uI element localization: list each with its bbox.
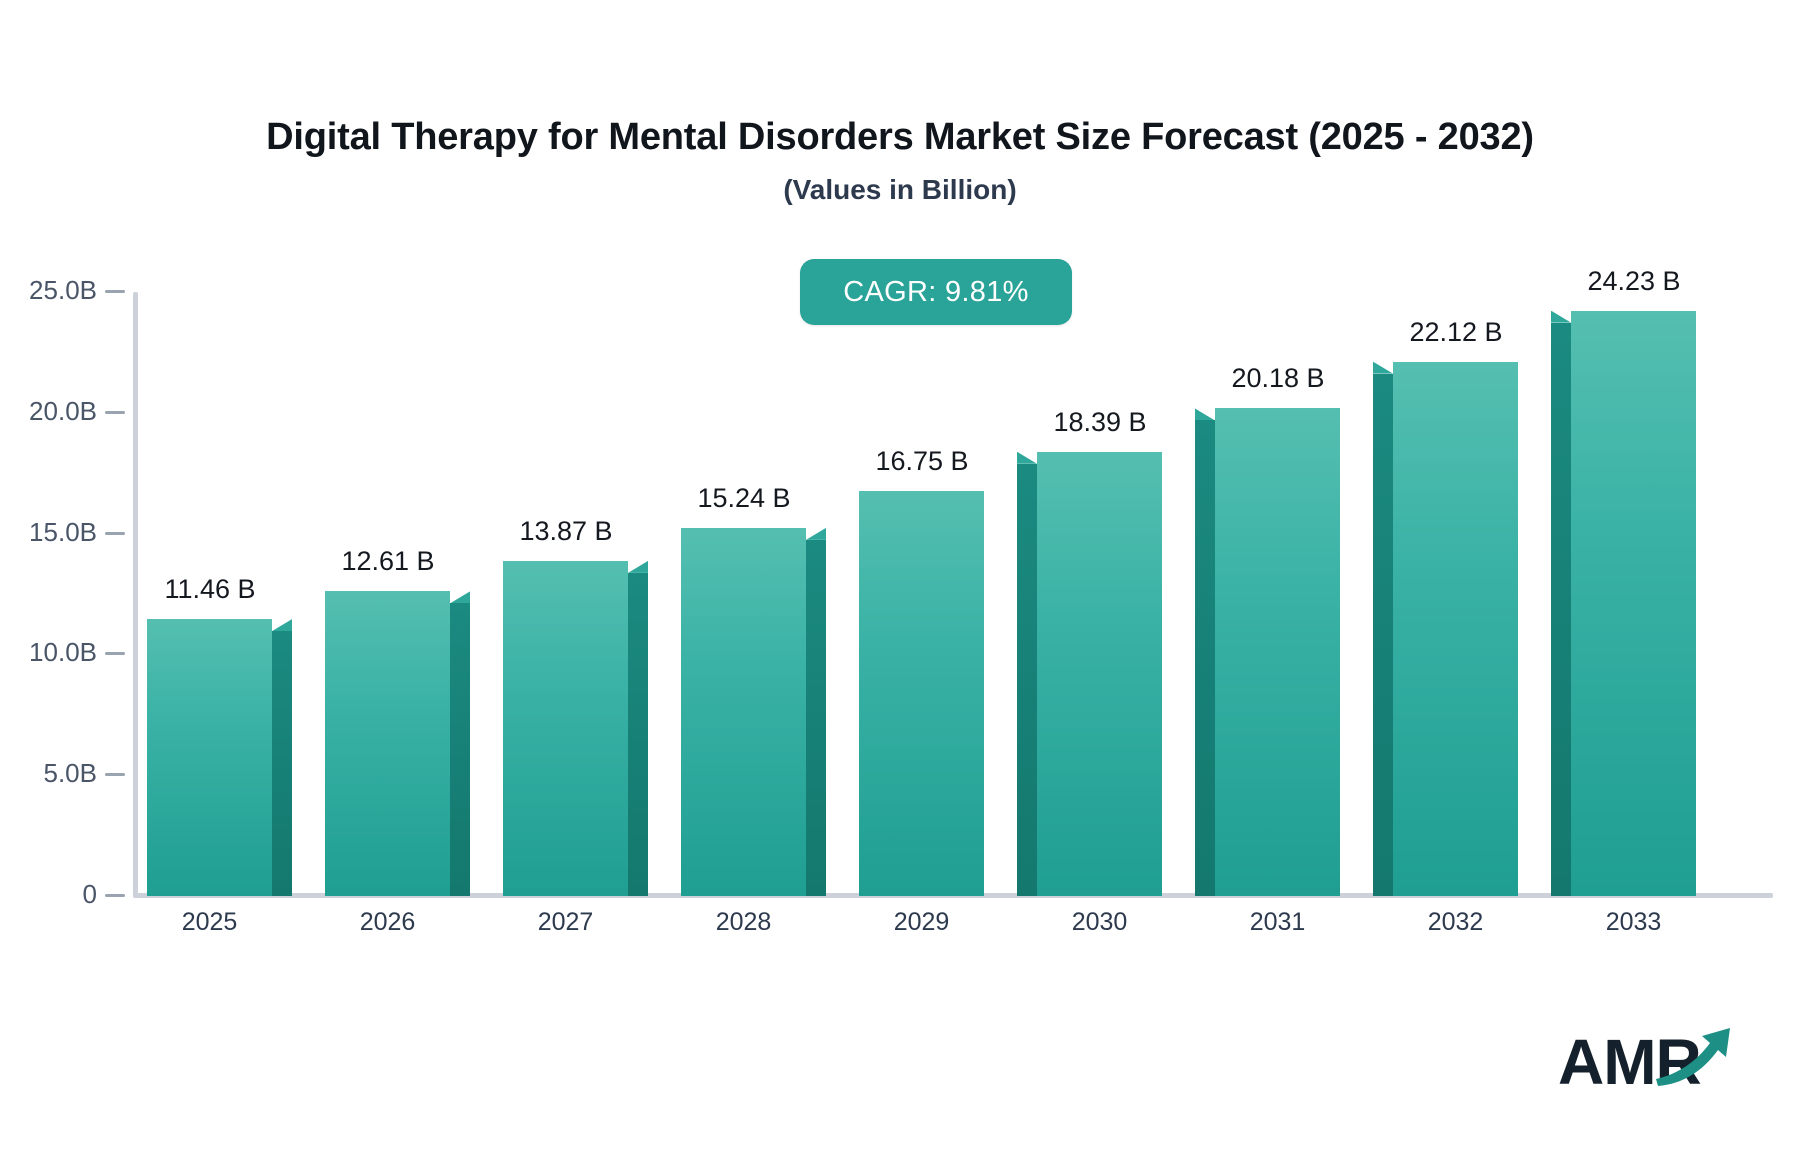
bar-top-face [806, 527, 826, 540]
bar-side-face [450, 603, 470, 896]
y-axis-tick-label: 10.0B [29, 637, 97, 668]
bar-top-face [1373, 361, 1393, 374]
bar-front-face [1571, 310, 1696, 896]
amr-logo: AMR [1558, 1020, 1748, 1104]
bar-side-face [1373, 373, 1393, 896]
bar-side-face [1551, 322, 1571, 896]
bar-top-face [1551, 310, 1571, 323]
bar-value-label: 11.46 B [164, 574, 256, 605]
x-axis-tick-label: 2031 [1249, 908, 1306, 936]
y-axis-line [133, 292, 138, 897]
bar-side-face [1017, 463, 1037, 896]
cagr-badge: CAGR: 9.81% [800, 259, 1072, 325]
bar-side-face [806, 539, 826, 896]
cagr-badge-label: CAGR: 9.81% [843, 275, 1029, 308]
bar-side-face [1195, 420, 1215, 896]
bar[interactable]: 18.39 B [1017, 407, 1162, 896]
bar-front-face [681, 527, 806, 896]
bars-layer: 11.46 B 12.61 B 13.87 B 15.24 B 16.75 B 18.39… [133, 0, 1773, 1156]
y-axis-tick-label: 15.0B [29, 516, 97, 547]
bar-front-face [503, 560, 628, 896]
x-axis-tick-label: 2026 [359, 908, 416, 936]
bar-value-label: 20.18 B [1231, 363, 1325, 394]
chart-title: Digital Therapy for Mental Disorders Mar… [266, 116, 1534, 158]
bar[interactable]: 22.12 B [1373, 317, 1518, 896]
bar-side-face [272, 631, 292, 896]
x-axis-tick-label: 2027 [537, 908, 594, 936]
bar-value-label: 24.23 B [1587, 265, 1681, 296]
y-axis-tick-mark [105, 652, 125, 656]
bar-top-face [1195, 408, 1215, 421]
y-axis-tick-mark [105, 410, 125, 414]
bar-top-face [272, 619, 292, 632]
bar-top-face [1017, 451, 1037, 464]
x-axis-tick-label: 2025 [181, 908, 238, 936]
bar[interactable]: 12.61 B [325, 546, 470, 896]
x-axis-tick-label: 2033 [1605, 908, 1662, 936]
x-axis-tick-label: 2030 [1071, 908, 1128, 936]
y-axis-tick-mark [105, 290, 125, 293]
bar-top-face [628, 560, 648, 573]
bar[interactable]: 24.23 B [1551, 266, 1696, 896]
growth-arrow-icon [1656, 1028, 1730, 1086]
bar-front-face [147, 619, 272, 896]
bar[interactable]: 11.46 B [147, 574, 292, 896]
bar-side-face [628, 572, 648, 896]
bar[interactable]: 13.87 B [503, 516, 648, 896]
y-axis-tick-mark [105, 894, 125, 897]
y-axis-tick-label: 0 [82, 879, 97, 909]
bar-value-label: 16.75 B [875, 446, 969, 477]
bar[interactable]: 15.24 B [681, 483, 826, 896]
x-axis-tick-label: 2028 [715, 908, 772, 936]
bar-top-face [450, 591, 470, 604]
bar-value-label: 12.61 B [341, 546, 435, 577]
y-axis-tick-label: 20.0B [29, 395, 97, 426]
bar-front-face [325, 591, 450, 896]
y-axis-tick-mark [105, 531, 125, 535]
y-axis-tick-label: 25.0B [29, 275, 97, 305]
bar-value-label: 15.24 B [697, 482, 791, 513]
bar-front-face [1215, 408, 1340, 896]
chart-subtitle: (Values in Billion) [783, 174, 1017, 205]
x-axis-tick-label: 2032 [1427, 908, 1484, 936]
y-axis-tick-label: 5.0B [43, 758, 98, 789]
bar-value-label: 13.87 B [519, 515, 613, 546]
bar-front-face [859, 491, 984, 896]
x-axis-tick-label: 2029 [893, 908, 950, 936]
y-axis-tick-mark [105, 773, 125, 777]
bar-front-face [1393, 361, 1518, 896]
bar-value-label: 18.39 B [1053, 406, 1147, 437]
bar[interactable]: 20.18 B [1195, 363, 1340, 896]
amr-logo-text: AMR [1558, 1026, 1702, 1098]
bar[interactable]: 16.75 B [859, 446, 984, 896]
bar-front-face [1037, 451, 1162, 896]
bar-value-label: 22.12 B [1409, 316, 1503, 347]
